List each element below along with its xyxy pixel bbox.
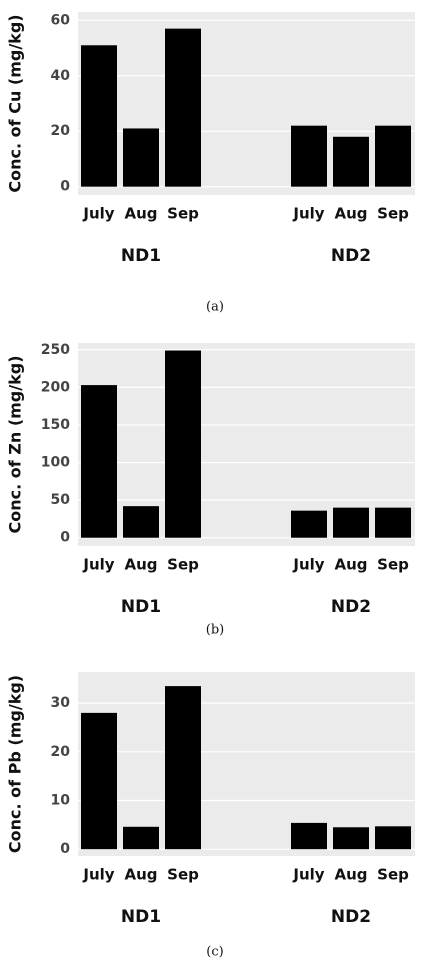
x-tick-label: Sep xyxy=(167,866,199,884)
bar xyxy=(81,45,117,187)
bar xyxy=(123,826,159,850)
caption: (a) xyxy=(206,300,224,315)
bar xyxy=(333,507,369,538)
bar xyxy=(291,510,327,538)
bar xyxy=(333,827,369,850)
bar xyxy=(291,822,327,850)
x-tick-label: Aug xyxy=(334,866,367,884)
bar xyxy=(291,125,327,187)
y-tick-label: 0 xyxy=(60,530,70,546)
bar xyxy=(333,136,369,187)
bar xyxy=(375,125,411,187)
x-tick-label: Aug xyxy=(334,556,367,574)
group-label: ND2 xyxy=(331,246,371,266)
x-tick-label: Sep xyxy=(167,205,199,223)
x-tick-label: July xyxy=(292,866,324,884)
x-tick-label: Sep xyxy=(167,556,199,574)
x-tick-label: July xyxy=(292,556,324,574)
group-label: ND1 xyxy=(121,246,161,266)
x-tick-label: July xyxy=(82,556,114,574)
x-tick-label: July xyxy=(82,866,114,884)
bar xyxy=(81,712,117,850)
bar xyxy=(165,28,201,187)
group-label: ND1 xyxy=(121,597,161,617)
y-tick-label: 20 xyxy=(51,744,71,760)
bar xyxy=(375,826,411,850)
x-tick-label: Aug xyxy=(334,205,367,223)
y-tick-label: 10 xyxy=(51,793,71,809)
bar xyxy=(165,686,201,850)
y-tick-label: 200 xyxy=(41,379,70,395)
group-label: ND1 xyxy=(121,907,161,927)
bar xyxy=(123,128,159,187)
caption: (b) xyxy=(206,623,224,638)
y-tick-label: 20 xyxy=(51,123,71,139)
y-axis-title: Conc. of Zn (mg/kg) xyxy=(6,355,25,533)
y-axis-title: Conc. of Cu (mg/kg) xyxy=(6,14,25,192)
y-tick-label: 50 xyxy=(51,492,71,508)
y-tick-label: 250 xyxy=(41,342,70,358)
x-tick-label: Aug xyxy=(124,205,157,223)
x-tick-label: Aug xyxy=(124,556,157,574)
bar xyxy=(165,350,201,538)
y-tick-label: 150 xyxy=(41,417,70,433)
x-tick-label: July xyxy=(292,205,324,223)
x-tick-label: Sep xyxy=(377,556,409,574)
x-tick-label: Sep xyxy=(377,866,409,884)
bar xyxy=(375,507,411,538)
bar xyxy=(81,385,117,538)
group-label: ND2 xyxy=(331,907,371,927)
y-tick-label: 0 xyxy=(60,841,70,857)
bar xyxy=(123,506,159,538)
group-label: ND2 xyxy=(331,597,371,617)
x-tick-label: Sep xyxy=(377,205,409,223)
y-tick-label: 0 xyxy=(60,179,70,195)
y-tick-label: 30 xyxy=(51,695,71,711)
caption: (c) xyxy=(206,945,223,960)
x-tick-label: Aug xyxy=(124,866,157,884)
y-axis-title: Conc. of Pb (mg/kg) xyxy=(6,675,25,853)
x-tick-label: July xyxy=(82,205,114,223)
y-tick-label: 40 xyxy=(51,68,71,84)
y-tick-label: 100 xyxy=(41,455,70,471)
y-tick-label: 60 xyxy=(51,12,71,28)
